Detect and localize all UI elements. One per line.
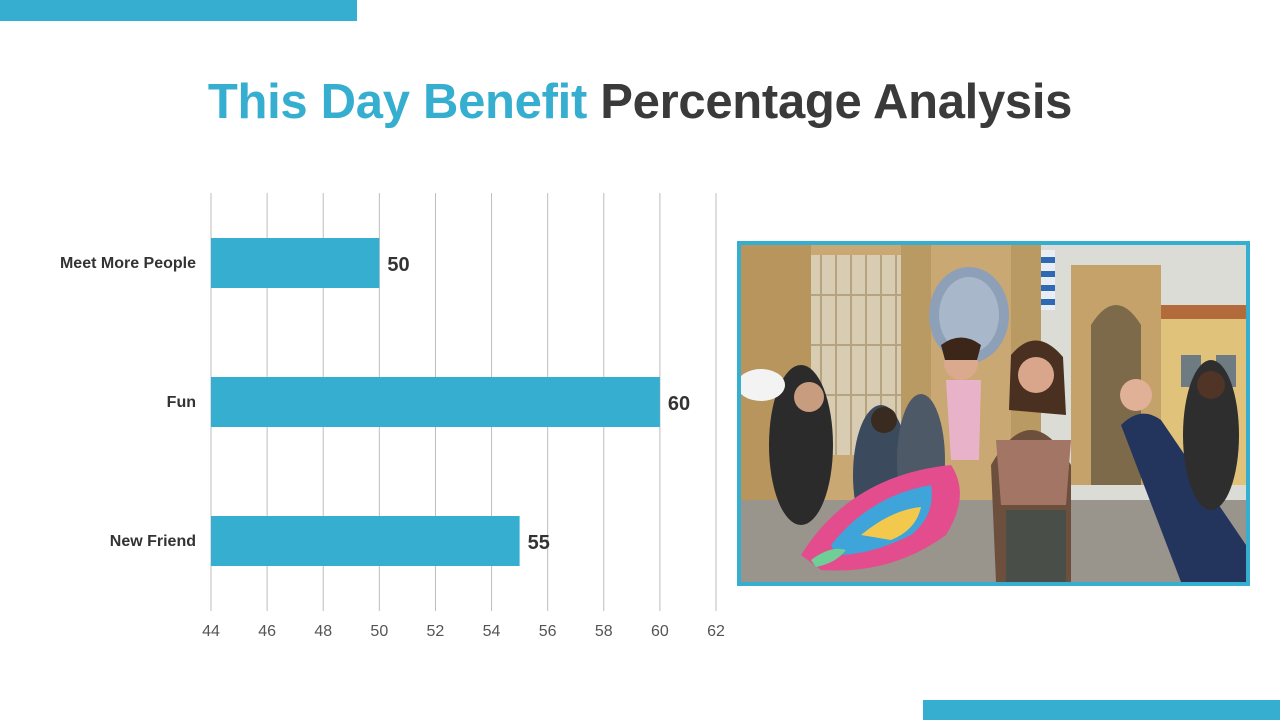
x-tick-label: 44 — [202, 623, 220, 640]
x-tick-label: 62 — [707, 623, 725, 640]
slide-title: This Day Benefit Percentage Analysis — [0, 74, 1280, 130]
category-label: Meet More People — [60, 255, 196, 272]
x-tick-label: 60 — [651, 623, 669, 640]
data-label: 60 — [668, 393, 690, 415]
x-tick-label: 58 — [595, 623, 613, 640]
bar — [211, 377, 660, 427]
data-label: 50 — [387, 254, 409, 276]
bar-chart: 44 46 48 50 52 54 56 58 60 62 Meet More People 50 Fu… — [60, 193, 725, 640]
top-accent-bar — [0, 0, 357, 21]
x-tick-label: 46 — [258, 623, 276, 640]
chart-bars — [211, 238, 660, 566]
title-rest: Percentage Analysis — [600, 75, 1073, 129]
photo-frame — [737, 241, 1250, 586]
pillow-fight-photo — [741, 245, 1246, 582]
data-label: 55 — [528, 532, 550, 554]
title-highlight: This Day Benefit — [207, 75, 587, 129]
bar — [211, 516, 520, 566]
x-tick-label: 54 — [483, 623, 501, 640]
category-label: New Friend — [110, 533, 196, 550]
category-label: Fun — [167, 394, 196, 411]
x-tick-label: 50 — [370, 623, 388, 640]
bar — [211, 238, 380, 288]
x-tick-label: 56 — [539, 623, 557, 640]
bottom-accent-bar — [923, 700, 1280, 720]
x-tick-label: 52 — [427, 623, 445, 640]
chart-labels: 44 46 48 50 52 54 56 58 60 62 Meet More People 50 Fu… — [60, 254, 725, 640]
x-tick-label: 48 — [314, 623, 332, 640]
